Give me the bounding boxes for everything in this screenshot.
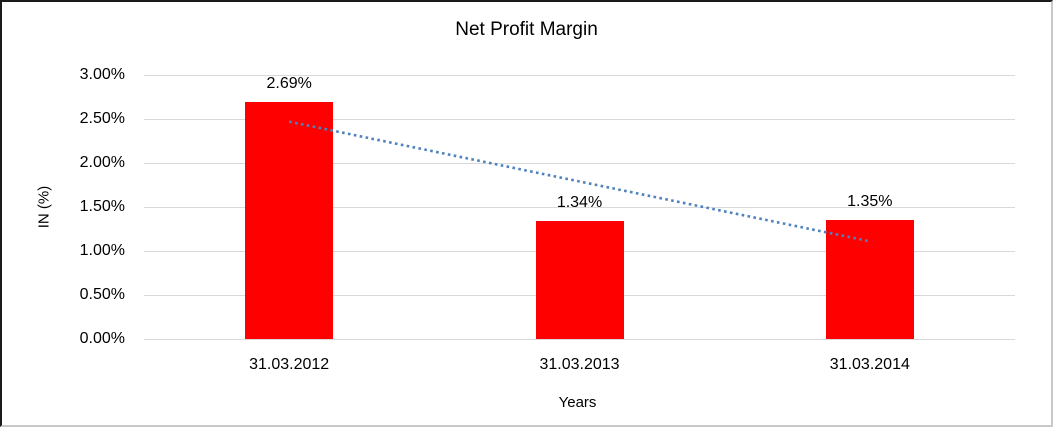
- y-tick-label: 0.50%: [79, 286, 125, 303]
- x-axis-title: Years: [558, 394, 597, 411]
- chart-title: Net Profit Margin: [455, 19, 598, 40]
- x-tick-label: 31.03.2012: [249, 356, 330, 373]
- bar: [825, 220, 914, 339]
- bar: [535, 221, 624, 339]
- y-tick-label: 3.00%: [79, 66, 125, 83]
- x-tick-label: 31.03.2014: [829, 356, 910, 373]
- y-tick-label: 1.00%: [79, 242, 125, 259]
- gridline: [144, 339, 1015, 340]
- y-tick-label: 0.00%: [79, 330, 125, 347]
- y-tick-label: 1.50%: [79, 198, 125, 215]
- bar-data-label: 2.69%: [266, 75, 312, 93]
- gridline: [144, 75, 1015, 76]
- gridline: [144, 119, 1015, 120]
- x-tick-label: 31.03.2013: [539, 356, 620, 373]
- bar-data-label: 1.35%: [847, 193, 893, 211]
- y-tick-label: 2.00%: [79, 154, 125, 171]
- y-tick-label: 2.50%: [79, 110, 125, 127]
- bar-data-label: 1.34%: [556, 194, 603, 212]
- bar: [245, 102, 334, 339]
